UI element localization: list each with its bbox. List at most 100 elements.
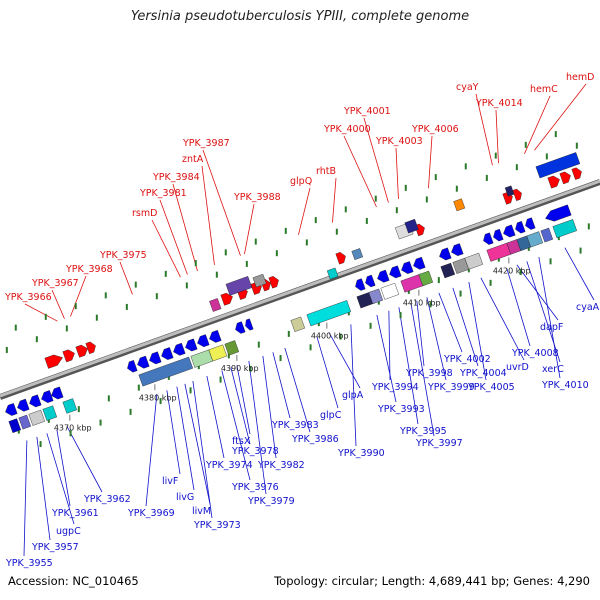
reverse-gene-arrow	[377, 269, 390, 283]
forward-gene-label: YPK_4000	[323, 124, 371, 135]
forward-connector	[395, 147, 399, 200]
reverse-gene-label: YPK_4005	[467, 382, 515, 393]
reverse-gene-label: uvrD	[506, 362, 529, 373]
forward-connector	[159, 199, 188, 275]
tick-dot	[137, 384, 140, 391]
scale-tick-label: 4390 kbp	[221, 364, 259, 373]
reverse-connector	[452, 287, 479, 367]
tick-dot	[99, 419, 102, 426]
tick-dot	[494, 152, 497, 159]
reverse-connector	[506, 268, 531, 347]
gene-block	[306, 300, 352, 327]
reverse-connector	[46, 433, 75, 525]
reverse-gene-arrow	[197, 334, 210, 348]
tick-dot	[519, 269, 522, 276]
tick-dot	[245, 260, 248, 267]
tick-dot	[107, 395, 110, 402]
forward-gene-label: cyaY	[456, 82, 479, 93]
forward-gene-label: zntA	[182, 154, 204, 165]
tick-dot	[335, 228, 338, 235]
tick-dot	[395, 207, 398, 214]
reverse-gene-label: YPK_3986	[291, 434, 339, 445]
reverse-gene-label: YPK_3979	[247, 496, 295, 507]
reverse-connector	[376, 314, 397, 403]
forward-gene-arrow	[268, 276, 279, 289]
reverse-gene-arrow	[41, 390, 54, 403]
tick-dot	[35, 336, 38, 343]
gene-block	[380, 282, 400, 300]
tick-dot	[159, 398, 162, 405]
reverse-gene-arrow	[439, 247, 452, 261]
reverse-gene-label: livM	[192, 506, 211, 517]
tick-dot	[104, 292, 107, 299]
tick-dot	[69, 430, 72, 437]
reverse-gene-arrow	[483, 232, 494, 245]
reverse-gene-arrow	[161, 347, 174, 360]
reverse-connector	[184, 383, 211, 505]
tick-dot	[305, 239, 308, 246]
gene-block	[540, 227, 554, 243]
reverse-gene-label: YPK_3999	[427, 382, 475, 393]
reverse-connector	[410, 302, 435, 437]
reverse-gene-label: YPK_3976	[231, 482, 279, 493]
scale-ticks: 4370 kbp 4380 kbp 4390 kbp 4400 kbp 4410 kbp…	[54, 257, 531, 433]
reverse-connector	[416, 300, 425, 367]
forward-connector	[244, 203, 255, 255]
gene-block	[209, 298, 222, 312]
reverse-gene-arrow	[17, 398, 30, 412]
reverse-connector	[56, 429, 71, 507]
scale-tick-label: 4410 kbp	[403, 299, 441, 308]
reverse-gene-label: YPK_3962	[83, 494, 131, 505]
tick-dot	[429, 301, 432, 308]
reverse-gene-label: YPK_3973	[193, 520, 241, 531]
reverse-connector	[480, 277, 525, 361]
gene-block	[224, 340, 240, 356]
topology-text: Topology: circular; Length: 4,689,441 bp…	[274, 574, 590, 588]
tick-dot	[125, 303, 128, 310]
reverse-connector	[468, 282, 487, 381]
forward-gene-arrow	[75, 344, 88, 358]
tick-dot	[44, 313, 47, 320]
gene-block	[252, 273, 267, 288]
tick-dot	[545, 153, 548, 160]
tick-dot	[575, 142, 578, 149]
forward-connector	[51, 289, 65, 319]
reverse-connector	[248, 360, 267, 495]
reverse-connector	[23, 440, 28, 557]
gene-block	[225, 276, 253, 296]
tick-dot	[189, 387, 192, 394]
forward-connector	[119, 261, 133, 295]
tick-dot	[287, 330, 290, 337]
tick-dot	[77, 406, 80, 413]
reverse-connector	[564, 247, 595, 301]
tick-dot	[399, 312, 402, 319]
reverse-gene-arrow	[245, 318, 254, 331]
reverse-gene-label: YPK_3969	[127, 508, 175, 519]
reverse-gene-label: dapF	[540, 322, 563, 333]
tick-dot	[579, 247, 582, 254]
backbone	[0, 179, 600, 398]
tick-dot	[549, 258, 552, 265]
gene-block	[464, 252, 484, 270]
forward-gene-arrow	[220, 292, 233, 306]
reverse-gene-label: YPK_3978	[231, 446, 279, 457]
accession-text: Accession: NC_010465	[8, 574, 139, 588]
tick-dot	[309, 344, 312, 351]
reverse-connector	[316, 336, 339, 409]
forward-gene-label: YPK_3984	[152, 172, 200, 183]
forward-connector	[332, 177, 337, 223]
tick-dot	[284, 227, 287, 234]
reverse-connector	[526, 261, 561, 363]
forward-gene-arrow	[512, 188, 522, 202]
gene-block	[138, 356, 194, 387]
tick-dot	[14, 324, 17, 331]
tick-dot	[434, 174, 437, 181]
reverse-connector	[350, 324, 357, 447]
tick-dot	[515, 164, 518, 171]
reverse-gene-label: YPK_3983	[271, 420, 319, 431]
forward-connector	[475, 93, 493, 166]
reverse-connector	[236, 365, 251, 435]
tick-dot	[164, 270, 167, 277]
gene-labels: YPK_3966 YPK_3967 YPK_3968 YPK_3975 rsmD YPK_…	[4, 72, 600, 569]
tick-dot	[65, 325, 68, 332]
